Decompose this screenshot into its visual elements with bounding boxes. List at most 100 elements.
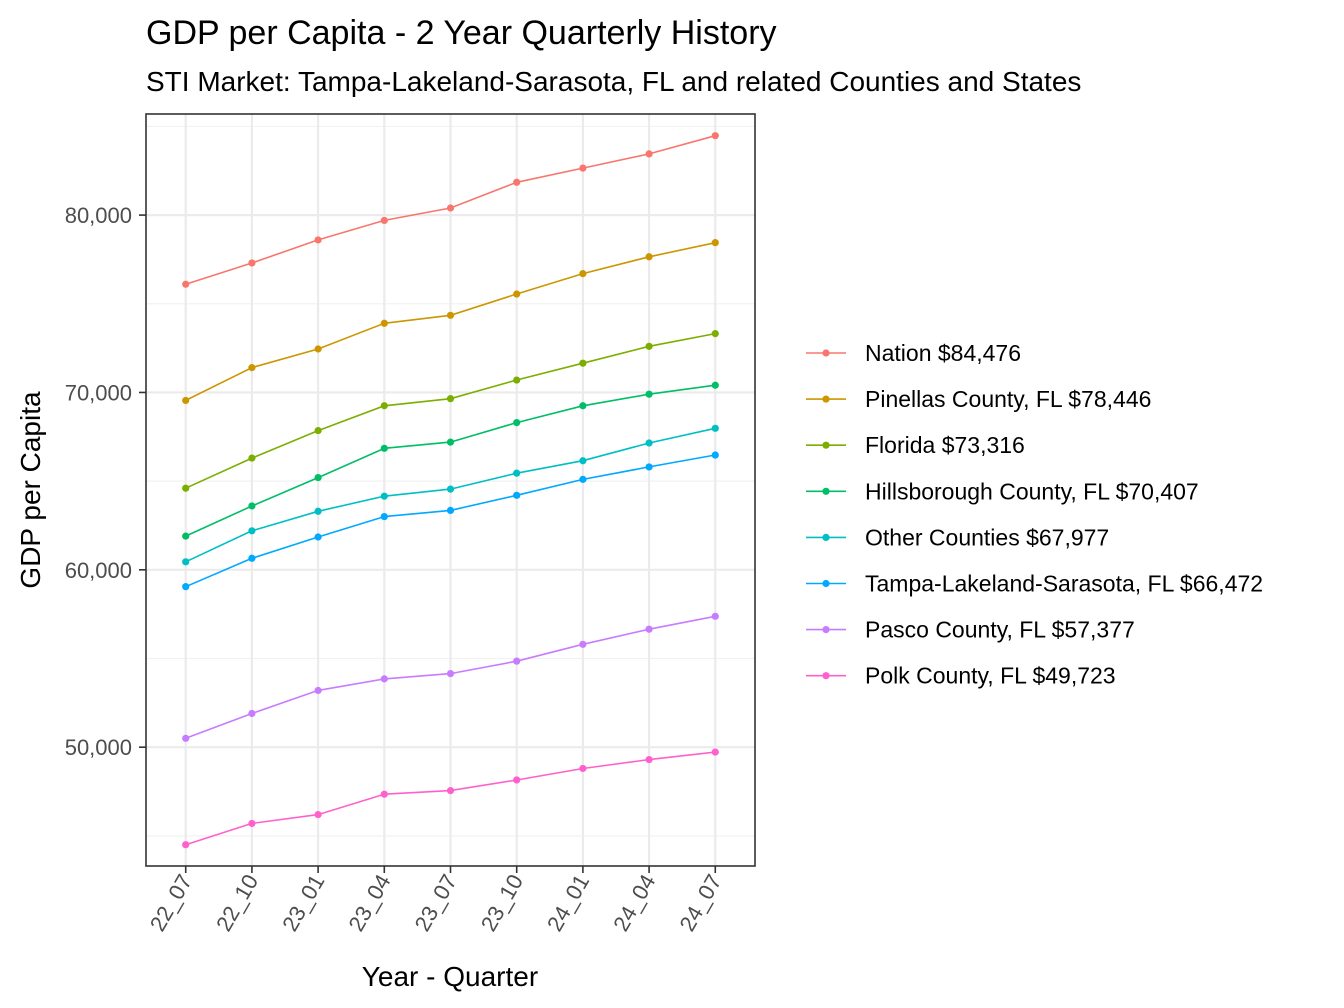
legend-item: Polk County, FL $49,723	[806, 663, 1116, 689]
data-point	[248, 819, 256, 828]
legend-label: Pasco County, FL $57,377	[865, 617, 1135, 643]
legend-item: Hillsborough County, FL $70,407	[806, 478, 1199, 504]
data-point	[446, 787, 455, 795]
plot-panel	[145, 113, 756, 867]
data-point	[579, 359, 587, 367]
data-point	[579, 164, 587, 172]
data-point	[314, 236, 322, 244]
data-point	[711, 239, 719, 247]
data-point	[446, 485, 455, 493]
legend-label: Polk County, FL $49,723	[865, 663, 1116, 689]
data-point	[380, 675, 388, 683]
data-point	[711, 748, 719, 756]
data-point	[248, 502, 256, 510]
data-point	[182, 734, 190, 742]
data-point	[248, 709, 256, 718]
x-tick-label: 24_07	[674, 870, 726, 935]
x-tick-label: 24_01	[542, 870, 594, 935]
data-point	[446, 506, 455, 514]
chart-title: GDP per Capita - 2 Year Quarterly Histor…	[146, 14, 777, 52]
data-point	[579, 764, 587, 773]
data-point	[579, 475, 587, 483]
x-tick-label: 22_07	[145, 870, 197, 935]
data-point	[579, 402, 587, 410]
legend-key-point	[822, 487, 830, 495]
data-point	[248, 259, 256, 267]
legend-label: Hillsborough County, FL $70,407	[865, 478, 1199, 504]
data-point	[314, 810, 322, 819]
data-point	[513, 376, 521, 384]
data-point	[513, 491, 521, 499]
data-point	[711, 330, 719, 338]
data-point	[182, 532, 190, 540]
data-point	[380, 513, 388, 521]
data-point	[182, 280, 190, 288]
legend-item: Nation $84,476	[806, 340, 1021, 366]
legend-label: Tampa-Lakeland-Sarasota, FL $66,472	[865, 571, 1263, 597]
data-point	[579, 457, 587, 465]
x-tick-label: 23_07	[410, 870, 462, 935]
data-point	[711, 381, 719, 389]
legend: Nation $84,476 Pinellas County, FL $78,44…	[806, 340, 1263, 689]
y-axis-title: GDP per Capita	[15, 391, 46, 589]
legend-key-point	[822, 626, 830, 634]
legend-label: Florida $73,316	[865, 432, 1025, 458]
data-point	[314, 686, 322, 695]
legend-key-point	[822, 533, 830, 542]
data-point	[513, 178, 521, 186]
legend-item: Other Counties $67,977	[806, 524, 1109, 550]
legend-key-point	[822, 672, 830, 680]
data-point	[579, 640, 587, 648]
data-point	[182, 583, 190, 591]
chart-subtitle: STI Market: Tampa-Lakeland-Sarasota, FL …	[146, 66, 1081, 97]
legend-label: Nation $84,476	[865, 340, 1021, 366]
x-tick-label: 23_04	[343, 870, 395, 935]
legend-item: Pasco County, FL $57,377	[806, 617, 1135, 643]
legend-item: Tampa-Lakeland-Sarasota, FL $66,472	[806, 571, 1263, 597]
data-point	[380, 790, 388, 798]
data-point	[645, 463, 653, 471]
data-point	[645, 342, 653, 350]
data-point	[645, 253, 653, 261]
data-point	[711, 451, 719, 459]
data-point	[248, 454, 256, 462]
data-point	[314, 473, 322, 482]
x-axis-title: Year - Quarter	[362, 961, 538, 992]
legend-item: Pinellas County, FL $78,446	[806, 386, 1151, 412]
legend-label: Other Counties $67,977	[865, 524, 1109, 550]
x-tick-label: 24_04	[608, 870, 660, 935]
data-point	[380, 402, 388, 410]
legend-item: Florida $73,316	[806, 432, 1025, 458]
data-point	[645, 390, 653, 398]
y-tick-label: 60,000	[65, 558, 132, 583]
data-point	[513, 290, 521, 298]
data-point	[314, 507, 322, 515]
data-point	[380, 216, 388, 225]
data-point	[314, 533, 322, 541]
data-point	[711, 132, 719, 140]
legend-key-point	[822, 349, 830, 357]
data-point	[645, 439, 653, 447]
legend-key-point	[822, 395, 830, 403]
data-point	[182, 396, 190, 405]
data-point	[446, 204, 455, 212]
data-point	[248, 527, 256, 535]
data-point	[446, 438, 455, 446]
x-axis: 22_07 22_10 23_01 23_04 23_07 23_10 24_01 24_04…	[145, 866, 727, 935]
data-point	[446, 311, 455, 319]
data-point	[248, 364, 256, 372]
legend-label: Pinellas County, FL $78,446	[865, 386, 1151, 412]
series-layer	[182, 132, 719, 849]
data-point	[182, 558, 190, 566]
data-point	[513, 776, 521, 784]
legend-key-point	[822, 441, 830, 449]
y-tick-label: 70,000	[65, 380, 132, 405]
data-point	[711, 424, 719, 432]
data-point	[446, 395, 455, 403]
data-point	[182, 484, 190, 492]
data-point	[579, 270, 587, 278]
data-point	[711, 612, 719, 620]
x-tick-label: 22_10	[211, 870, 263, 935]
legend-key-point	[822, 579, 830, 588]
